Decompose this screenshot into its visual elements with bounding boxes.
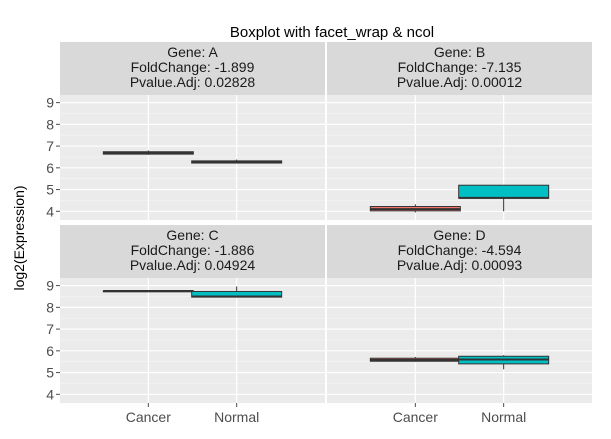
box-body [458,184,550,199]
y-tick-label: 5 [46,182,54,198]
strip-label: Pvalue.Adj: 0.02828 [130,74,256,90]
chart-title: Boxplot with facet_wrap & ncol [230,24,434,41]
y-tick-label: 4 [46,386,54,402]
strip-label: FoldChange: -1.899 [131,59,255,75]
strip-label: Gene: D [433,227,485,243]
panel-background [60,278,325,403]
x-tick-label: Cancer [126,409,171,425]
y-tick-label: 7 [46,138,54,154]
y-tick-label: 8 [46,299,54,315]
y-tick-label: 7 [46,321,54,337]
facet-strip [60,42,325,95]
strip-label: FoldChange: -1.886 [131,242,255,258]
y-tick-label: 9 [46,278,54,294]
facet-strip [60,225,325,278]
y-tick-label: 6 [46,343,54,359]
panel-background [327,95,592,220]
y-tick-label: 9 [46,95,54,111]
strip-label: FoldChange: -7.135 [398,59,522,75]
y-tick-label: 6 [46,160,54,176]
strip-label: Gene: C [166,227,218,243]
strip-label: Pvalue.Adj: 0.00093 [397,257,523,273]
panel-background [327,278,592,403]
strip-label: Gene: B [434,44,485,60]
panel-background [60,95,325,220]
strip-label: Pvalue.Adj: 0.00012 [397,74,523,90]
strip-label: FoldChange: -4.594 [398,242,522,258]
facet-strip [327,225,592,278]
x-tick-label: Cancer [393,409,438,425]
y-tick-label: 4 [46,203,54,219]
y-tick-label: 8 [46,116,54,132]
y-axis-title: log2(Expression) [11,185,27,290]
facet-strip [327,42,592,95]
strip-label: Gene: A [167,44,218,60]
x-tick-label: Normal [481,409,526,425]
y-tick-label: 5 [46,365,54,381]
strip-label: Pvalue.Adj: 0.04924 [130,257,256,273]
x-tick-label: Normal [214,409,259,425]
